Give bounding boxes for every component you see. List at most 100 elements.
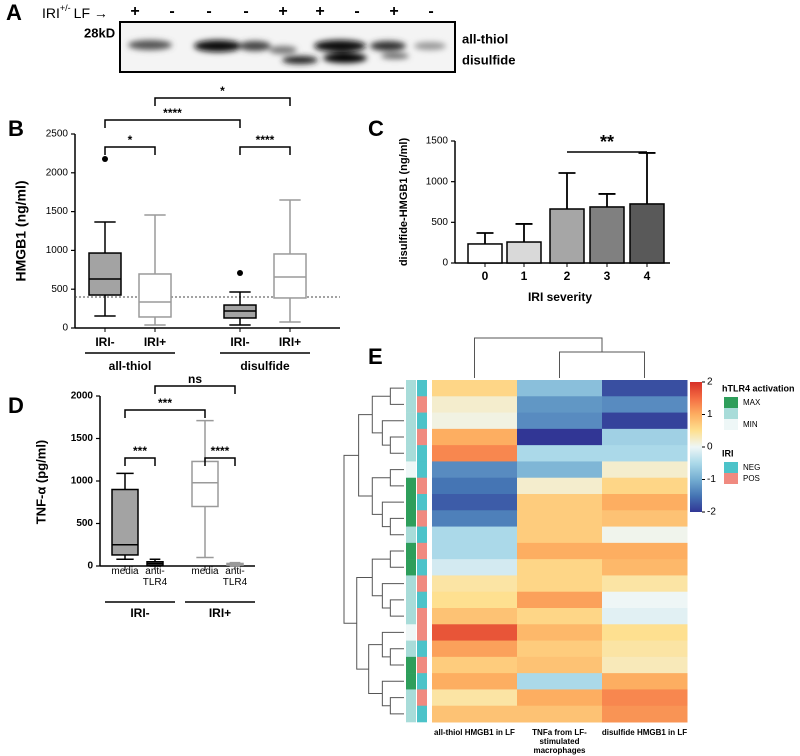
band xyxy=(128,40,172,50)
heatmap-cell xyxy=(517,575,603,593)
panel-label: C xyxy=(368,116,384,141)
significance-bracket xyxy=(124,457,156,466)
y-tick-label: 1500 xyxy=(71,433,94,444)
annotation-cell xyxy=(406,526,416,544)
legend-label: MAX xyxy=(743,398,761,407)
row-dendrogram xyxy=(371,395,391,434)
y-tick-label: 1000 xyxy=(71,476,94,487)
box xyxy=(273,253,307,299)
y-axis-label: HMGB1 (ng/ml) xyxy=(13,180,29,281)
band xyxy=(370,41,406,51)
x-tick-label: media xyxy=(111,566,139,577)
band xyxy=(239,41,271,51)
heatmap-cell xyxy=(602,624,688,642)
row-dendrogram xyxy=(389,550,404,568)
y-tick-label: 0 xyxy=(62,323,68,334)
error-bar xyxy=(638,152,656,204)
heatmap-cell xyxy=(602,575,688,593)
legend-label: POS xyxy=(743,474,760,483)
y-axis-label: disulfide-HMGB1 (ng/ml) xyxy=(398,138,410,267)
whisker-low xyxy=(196,506,214,559)
annotation-cell xyxy=(406,705,416,723)
lane-sign: + xyxy=(315,3,324,20)
significance-label: ns xyxy=(188,372,202,386)
lane-sign: - xyxy=(206,3,211,20)
annotation-cell xyxy=(406,477,416,495)
heatmap-cell xyxy=(602,689,688,707)
legend-swatch xyxy=(724,408,738,419)
annotation-cell xyxy=(406,428,416,446)
x-tick-label-box: media xyxy=(111,566,139,577)
x-tick-label: 3 xyxy=(604,269,611,283)
outlier xyxy=(237,269,243,276)
significance-bracket xyxy=(104,146,156,155)
row-dendrogram xyxy=(389,387,404,405)
heatmap-cell xyxy=(432,445,518,462)
heatmap-cell xyxy=(517,380,603,397)
x-tick-label: IRI+ xyxy=(278,336,302,349)
significance-bracket xyxy=(154,385,236,394)
significance-bracket xyxy=(204,457,236,466)
heatmap-cell xyxy=(517,461,603,479)
annotation-cell xyxy=(406,608,416,625)
heatmap-cell xyxy=(517,412,603,430)
lane-sign: - xyxy=(428,3,433,20)
y-tick-label: 2000 xyxy=(71,391,94,402)
x-tick-label: 4 xyxy=(644,269,651,283)
whisker-low xyxy=(144,316,166,326)
whisker-high xyxy=(94,221,116,254)
error-bar xyxy=(598,193,616,207)
row-dendrogram xyxy=(389,436,404,454)
significance-label: **** xyxy=(211,444,230,458)
row-dendrogram xyxy=(389,648,404,666)
marker-label: 28kD xyxy=(84,25,115,40)
annotation-cell xyxy=(406,591,416,609)
column-label-box: TNFa from LF-stimulated macrophages xyxy=(532,728,587,755)
heatmap-cell xyxy=(602,640,688,658)
band xyxy=(381,53,409,59)
box xyxy=(88,252,122,296)
significance-label: * xyxy=(220,84,225,98)
significance-bracket xyxy=(154,97,291,106)
blot xyxy=(119,21,456,73)
group-label: disulfide xyxy=(240,359,290,373)
heatmap-cell xyxy=(517,526,603,544)
box xyxy=(138,273,172,318)
significance-label: **** xyxy=(256,133,275,147)
x-tick-label: IRI+ xyxy=(143,336,167,349)
lane-header-suffix: LF → xyxy=(74,5,108,21)
lane-sign: - xyxy=(354,3,359,20)
whisker-high xyxy=(229,291,251,306)
lane-header-name: IRI xyxy=(42,5,60,21)
annotation-cell xyxy=(417,689,427,707)
annotation-cell xyxy=(406,673,416,690)
heatmap-cell xyxy=(517,542,603,560)
annotation-cell xyxy=(406,624,416,641)
colorbar-tick-label: -1 xyxy=(707,474,716,485)
annotation-cell xyxy=(417,608,427,625)
row-dendrogram xyxy=(389,697,404,715)
y-tick-label: 1000 xyxy=(46,245,69,256)
error-bar xyxy=(558,172,576,209)
colorbar-tick-label: 1 xyxy=(707,409,713,420)
annotation-cell xyxy=(417,477,427,495)
column-label: disulfide HMGB1 in LF xyxy=(601,728,688,737)
heatmap-cell xyxy=(602,656,688,674)
legend-swatch xyxy=(724,473,738,484)
heatmap-cell xyxy=(432,705,518,723)
heatmap-cell xyxy=(432,591,518,609)
significance-bracket xyxy=(124,409,206,418)
heatmap-cell xyxy=(432,428,518,446)
x-tick-label-box: media xyxy=(191,566,218,577)
heatmap-cell xyxy=(602,591,688,609)
bar xyxy=(467,243,503,264)
annotation-cell xyxy=(417,559,427,576)
annotation-cell xyxy=(417,705,427,723)
annotation-cell xyxy=(417,461,427,479)
heatmap-cell xyxy=(602,494,688,511)
panel-label: B xyxy=(8,116,24,141)
annotation-cell xyxy=(417,412,427,430)
heatmap-cell xyxy=(517,656,603,674)
heatmap-cell xyxy=(602,461,688,479)
